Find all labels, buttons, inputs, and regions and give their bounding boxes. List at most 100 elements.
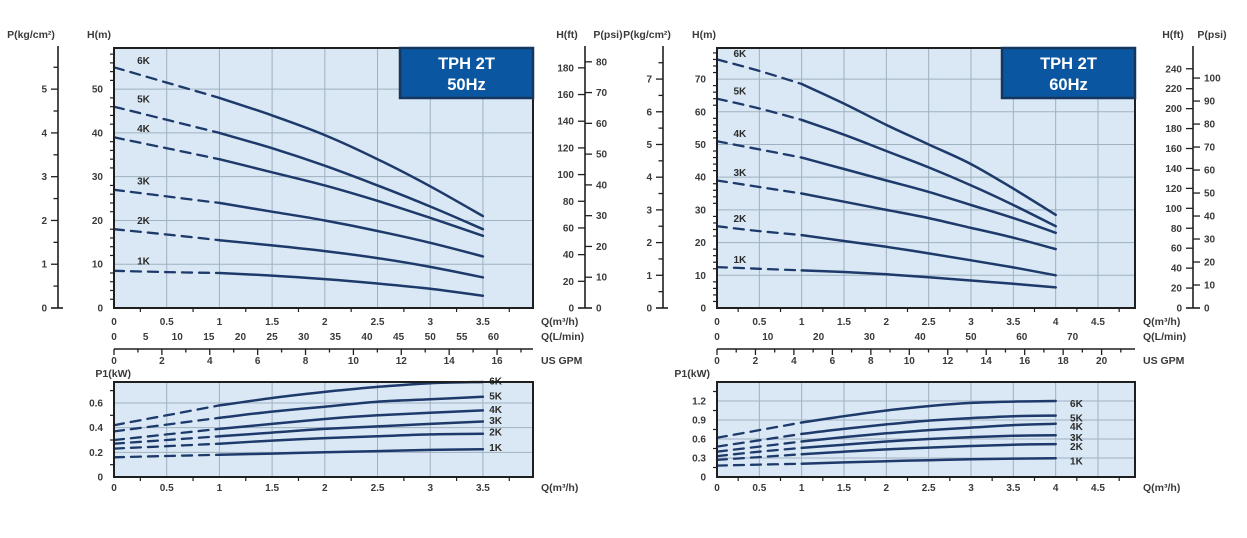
power-chart-60hz-curve-5K-dashed	[715, 432, 803, 448]
head-chart-50hz-curve-6K	[218, 96, 485, 218]
head-chart-50hz-hft-label: 120	[557, 143, 574, 154]
head-chart-50hz-curve-6K-dashed	[112, 66, 221, 100]
power-chart-60hz-curve-5K	[800, 414, 1057, 436]
power-chart-50hz-frame	[113, 381, 534, 478]
power-chart-60hz-curve-1K	[800, 457, 1057, 465]
power-chart-50hz-curve-label-5K: 5K	[489, 391, 503, 402]
head-chart-60hz-hft-label: 160	[1165, 144, 1182, 155]
power-chart-60hz-x-unit: Q(m³/h)	[1143, 482, 1180, 494]
head-chart-60hz-curve-3K-dashed	[715, 179, 803, 195]
power-chart-60hz-x-label: 1.5	[837, 483, 851, 494]
power-chart-60hz-curve-label-5K: 5K	[1070, 414, 1084, 425]
head-chart-60hz-curve-label-5K: 5K	[733, 86, 747, 97]
head-chart-60hz-subaxis-label: 30	[864, 332, 876, 343]
head-chart-50hz-subaxis-label: 10	[172, 332, 184, 343]
head-chart-50hz-frame	[113, 47, 534, 309]
head-chart-50hz-curve-label-4K: 4K	[137, 124, 151, 135]
head-chart-60hz-x-label: 0	[714, 317, 720, 328]
head-chart-50hz-curve-3K-dashed	[112, 188, 221, 205]
power-chart-50hz-curve-label-4K: 4K	[489, 405, 503, 416]
head-chart-50hz-x-label: 2.5	[371, 317, 385, 328]
power-chart-60hz-curve-label-2K: 2K	[1070, 442, 1084, 453]
head-chart-60hz-title-box: TPH 2T 60Hz	[1000, 46, 1137, 100]
power-chart-50hz-curve-5K-dashed	[112, 416, 221, 433]
head-chart-60hz-p-label: 2	[646, 238, 652, 249]
head-chart-60hz-subaxis-label: 40	[915, 332, 927, 343]
power-chart-60hz-curve-2K-dashed	[715, 453, 803, 462]
head-chart-60hz-curve-1K	[800, 269, 1057, 289]
head-chart-50hz-curve-2K	[218, 238, 485, 279]
head-chart-50hz-header-label: H(ft)	[556, 29, 578, 41]
power-chart-60hz-y-label: 0.3	[692, 454, 706, 465]
head-chart-50hz-p-label: 4	[41, 128, 47, 139]
head-chart-60hz-p-label: 5	[646, 140, 652, 151]
head-chart-50hz-hft-label: 160	[557, 90, 574, 101]
head-chart-50hz-y-label: 10	[92, 260, 104, 271]
head-chart-50hz-p-label: 3	[41, 172, 47, 183]
head-chart-60hz-frame	[716, 47, 1136, 309]
head-chart-50hz-hft-label: 60	[563, 223, 575, 234]
head-chart-50hz-hft-label: 40	[563, 250, 575, 261]
power-chart-60hz-x-label: 2	[884, 483, 890, 494]
head-chart-50hz-subaxis-unit: Q(L/min)	[541, 331, 584, 343]
head-chart-50hz-y-label: 20	[92, 216, 104, 227]
head-chart-50hz-x-label: 3	[427, 317, 433, 328]
head-chart-60hz-hft-label: 120	[1165, 184, 1182, 195]
power-chart-60hz-y-label: 1.2	[692, 397, 706, 408]
head-chart-50hz-subaxis-label: 6	[255, 356, 261, 367]
head-chart-50hz-subaxis-label: 14	[444, 356, 456, 367]
head-chart-60hz-title-line1: TPH 2T	[1040, 55, 1097, 73]
head-chart-60hz-psi-label: 100	[1204, 74, 1221, 85]
head-chart-60hz-hft-label: 100	[1165, 204, 1182, 215]
head-chart-60hz-curve-label-3K: 3K	[733, 168, 747, 179]
head-chart-50hz-y-label: 30	[92, 172, 104, 183]
head-chart-60hz-x-label: 4	[1053, 317, 1059, 328]
head-chart-50hz-subaxis-label: 40	[361, 332, 373, 343]
head-chart-60hz-subaxis-label: 70	[1067, 332, 1079, 343]
head-chart-60hz-subaxis-label: 16	[1019, 356, 1031, 367]
power-chart-60hz-x-label: 1	[799, 483, 805, 494]
head-chart-50hz-subaxis-label: 10	[348, 356, 360, 367]
head-chart-50hz-psi-label: 20	[596, 242, 608, 253]
head-chart-50hz-curve-3K	[218, 201, 485, 258]
power-chart-50hz-curve-6K-dashed	[112, 404, 221, 427]
head-chart-50hz-title-box: TPH 2T 50Hz	[398, 46, 535, 100]
head-chart-60hz-subaxis-label: 8	[868, 356, 874, 367]
head-chart-50hz-subaxis-label: 25	[267, 332, 279, 343]
head-chart-50hz-y-label: 0	[97, 304, 103, 315]
power-chart-60hz-curve-label-1K: 1K	[1070, 456, 1084, 467]
power-chart-60hz-x-label: 4	[1053, 483, 1059, 494]
head-chart-60hz-x-label: 3	[968, 317, 974, 328]
power-chart-60hz-curve-label-6K: 6K	[1070, 399, 1084, 410]
head-chart-60hz-curve-6K	[800, 82, 1057, 217]
head-chart-50hz-curve-4K-dashed	[112, 136, 221, 161]
head-chart-50hz-p-label: 0	[41, 304, 47, 315]
head-chart-60hz-subaxis-label: 12	[942, 356, 954, 367]
power-chart-50hz-curve-2K	[218, 432, 485, 445]
head-chart-60hz-subaxis-label: 20	[813, 332, 825, 343]
head-chart-50hz-subaxis-label: 35	[330, 332, 342, 343]
head-chart-60hz-y-label: 20	[695, 238, 707, 249]
head-chart-50hz-curve-2K-dashed	[112, 228, 221, 242]
head-chart-50hz-subaxis-label: 55	[456, 332, 468, 343]
head-chart-50hz-subaxis-label: 2	[159, 356, 165, 367]
head-chart-60hz-psi-label: 70	[1204, 143, 1216, 154]
power-chart-60hz-curve-2K	[800, 442, 1057, 456]
head-chart-60hz-x-label: 1	[799, 317, 805, 328]
head-chart-60hz-subaxis-label: 0	[714, 356, 720, 367]
power-chart-50hz-x-unit: Q(m³/h)	[541, 482, 578, 494]
power-chart-50hz-y-label: 0	[97, 473, 103, 484]
head-chart-60hz-p-label: 6	[646, 107, 652, 118]
head-chart-60hz-curve-4K-dashed	[715, 140, 803, 159]
power-chart-50hz-x-label: 2	[322, 483, 328, 494]
power-chart-60hz-x-label: 3.5	[1006, 483, 1020, 494]
head-chart-60hz-curve-6K-dashed	[715, 58, 803, 86]
head-chart-50hz-subaxis-label: 15	[203, 332, 215, 343]
head-chart-50hz-hft-label: 20	[563, 277, 575, 288]
power-chart-60hz-curve-4K-dashed	[715, 440, 803, 453]
power-chart-60hz-x-label: 0	[714, 483, 720, 494]
